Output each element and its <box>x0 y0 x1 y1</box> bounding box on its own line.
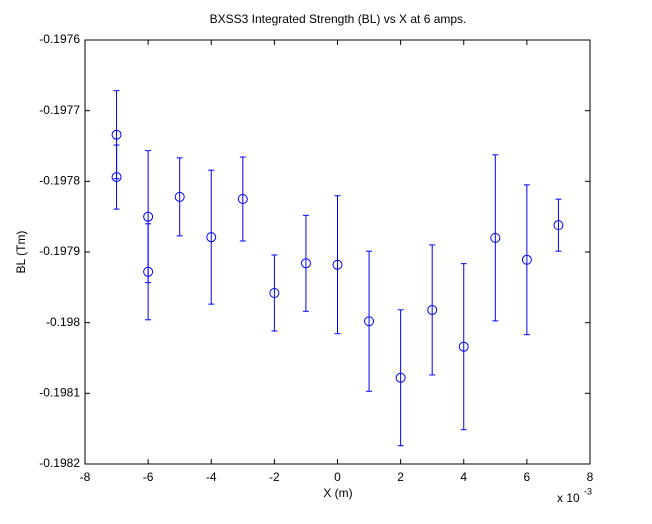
data-point <box>300 258 311 269</box>
data-point <box>395 372 406 383</box>
y-tick-label: -0.1982 <box>39 456 80 470</box>
x-tick-label: 8 <box>587 470 594 484</box>
y-tick-label: -0.198 <box>46 315 80 329</box>
data-point <box>111 172 122 183</box>
x-multiplier-exponent: -3 <box>584 486 592 496</box>
x-axis-label: X (m) <box>323 486 352 500</box>
x-tick-label: -2 <box>269 470 280 484</box>
y-tick-label: -0.1979 <box>39 244 80 258</box>
x-tick-label: 2 <box>397 470 404 484</box>
y-axis-label: BL (Tm) <box>14 231 28 274</box>
data-point <box>174 191 185 202</box>
y-tick-label: -0.1978 <box>39 174 80 188</box>
data-point <box>269 287 280 298</box>
x-tick-label: -8 <box>80 470 91 484</box>
x-tick-label: 6 <box>524 470 531 484</box>
x-multiplier: x 10 <box>557 491 580 505</box>
data-point <box>553 220 564 231</box>
data-point <box>458 341 469 352</box>
data-point <box>206 232 217 243</box>
x-tick-label: 4 <box>460 470 467 484</box>
data-point <box>237 194 248 204</box>
data-point <box>490 232 501 243</box>
y-tick-label: -0.1981 <box>39 386 80 400</box>
y-tick-label: -0.1977 <box>39 103 80 117</box>
chart-title: BXSS3 Integrated Strength (BL) vs X at 6… <box>210 12 467 26</box>
data-point <box>332 259 343 270</box>
data-point <box>143 211 154 222</box>
data-point <box>111 129 122 140</box>
x-tick-label: 0 <box>334 470 341 484</box>
x-tick-label: -6 <box>143 470 154 484</box>
data-point <box>364 316 375 327</box>
data-point <box>143 266 154 277</box>
y-tick-label: -0.1976 <box>39 32 80 46</box>
data-point <box>427 304 438 315</box>
x-tick-label: -4 <box>206 470 217 484</box>
data-point <box>521 254 532 265</box>
